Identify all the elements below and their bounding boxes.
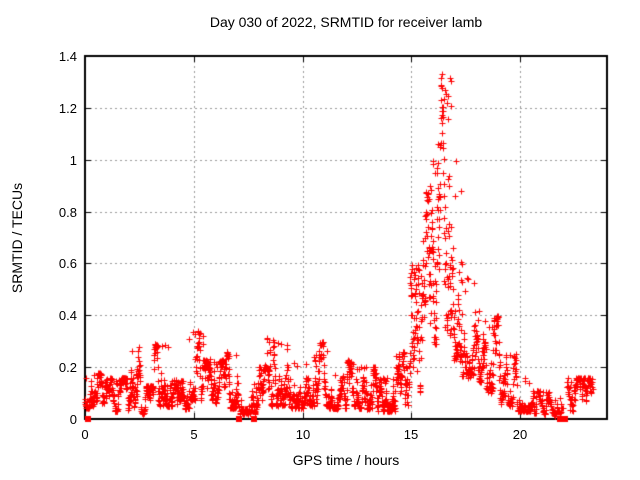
x-tick-label: 15 [403, 427, 419, 442]
y-tick-label: 0.4 [58, 308, 77, 323]
x-tick-label: 5 [190, 427, 198, 442]
y-tick-label: 1 [69, 153, 77, 168]
y-tick-label: 0 [69, 412, 77, 427]
y-tick-label: 1.2 [58, 101, 77, 116]
y-tick-label: 0.2 [58, 360, 77, 375]
y-tick-label: 0.8 [58, 205, 77, 220]
x-tick-label: 0 [81, 427, 89, 442]
y-tick-label: 0.6 [58, 256, 77, 271]
x-tick-label: 10 [295, 427, 311, 442]
y-tick-label: 1.4 [58, 49, 77, 64]
x-axis-label: GPS time / hours [292, 452, 400, 468]
x-tick-label: 20 [512, 427, 528, 442]
